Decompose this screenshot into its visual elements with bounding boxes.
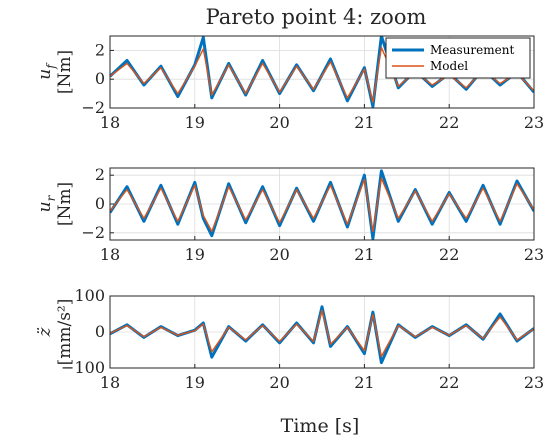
axes-box bbox=[109, 167, 535, 241]
x-tick-label: 21 bbox=[354, 373, 374, 392]
axes-box bbox=[109, 295, 535, 369]
legend-entry: Model bbox=[430, 59, 468, 73]
y-axis-subscript: f bbox=[44, 62, 58, 70]
legend-box bbox=[385, 37, 531, 79]
y-axis-label: ur[Nm] bbox=[35, 182, 75, 226]
y-axis-symbol: z̈ bbox=[35, 326, 55, 337]
x-tick-label: 21 bbox=[354, 113, 374, 132]
y-tick-label: 0 bbox=[95, 194, 105, 213]
x-tick-label: 20 bbox=[269, 245, 289, 264]
x-tick-label: 20 bbox=[269, 113, 289, 132]
y-axis-unit: [Nm] bbox=[55, 182, 75, 226]
x-axis-label: Time [s] bbox=[281, 415, 360, 437]
x-tick-label: 23 bbox=[524, 245, 544, 264]
y-axis-symbol: u bbox=[35, 201, 55, 212]
y-tick-label: 100 bbox=[74, 286, 105, 305]
y-tick-label: −2 bbox=[81, 98, 105, 117]
y-axis-label: uf[Nm] bbox=[35, 50, 75, 94]
x-tick-label: 19 bbox=[185, 373, 205, 392]
x-tick-label: 18 bbox=[100, 245, 120, 264]
legend-entry: Measurement bbox=[430, 43, 514, 57]
y-tick-label: −100 bbox=[61, 358, 105, 377]
y-axis-symbol: u bbox=[35, 69, 55, 80]
legend: Measurement Model bbox=[385, 37, 531, 79]
x-tick-label: 18 bbox=[100, 373, 120, 392]
x-tick-label: 19 bbox=[185, 113, 205, 132]
x-tick-label: 20 bbox=[269, 373, 289, 392]
x-tick-label: 23 bbox=[524, 373, 544, 392]
y-axis-unit: [mm/s²] bbox=[55, 299, 75, 366]
x-tick-label: 18 bbox=[100, 113, 120, 132]
axes-box bbox=[109, 35, 535, 109]
y-axis-unit: [Nm] bbox=[55, 50, 75, 94]
x-tick-label: 22 bbox=[439, 373, 459, 392]
y-axis-label-main: ur bbox=[35, 194, 58, 212]
panel-uf: 18 19 20 21 22 23 −2 0 2 uf[Nm] Measurement Model bbox=[35, 35, 544, 132]
figure-title: Pareto point 4: zoom bbox=[206, 5, 427, 29]
y-tick-label: 2 bbox=[95, 40, 105, 59]
x-tick-label: 21 bbox=[354, 245, 374, 264]
y-axis-label-main: z̈ bbox=[35, 326, 55, 337]
model-series-line bbox=[110, 46, 534, 103]
x-tick-label: 22 bbox=[439, 113, 459, 132]
x-tick-label: 23 bbox=[524, 113, 544, 132]
model-series-line bbox=[110, 309, 534, 358]
model-series-line bbox=[110, 177, 534, 233]
x-tick-label: 19 bbox=[185, 245, 205, 264]
panel-ur: 18 19 20 21 22 23 −2 0 2 ur[Nm] bbox=[35, 165, 544, 264]
y-axis-subscript: r bbox=[44, 194, 58, 201]
x-tick-label: 22 bbox=[439, 245, 459, 264]
y-axis-label: z̈ [mm/s²] bbox=[35, 299, 75, 366]
measurement-series-line bbox=[110, 169, 534, 240]
y-tick-label: 0 bbox=[95, 322, 105, 341]
y-tick-label: 0 bbox=[95, 69, 105, 88]
y-tick-label: 2 bbox=[95, 165, 105, 184]
y-tick-label: −2 bbox=[81, 223, 105, 242]
measurement-series-line bbox=[110, 305, 534, 365]
y-axis-label-main: uf bbox=[35, 62, 58, 80]
